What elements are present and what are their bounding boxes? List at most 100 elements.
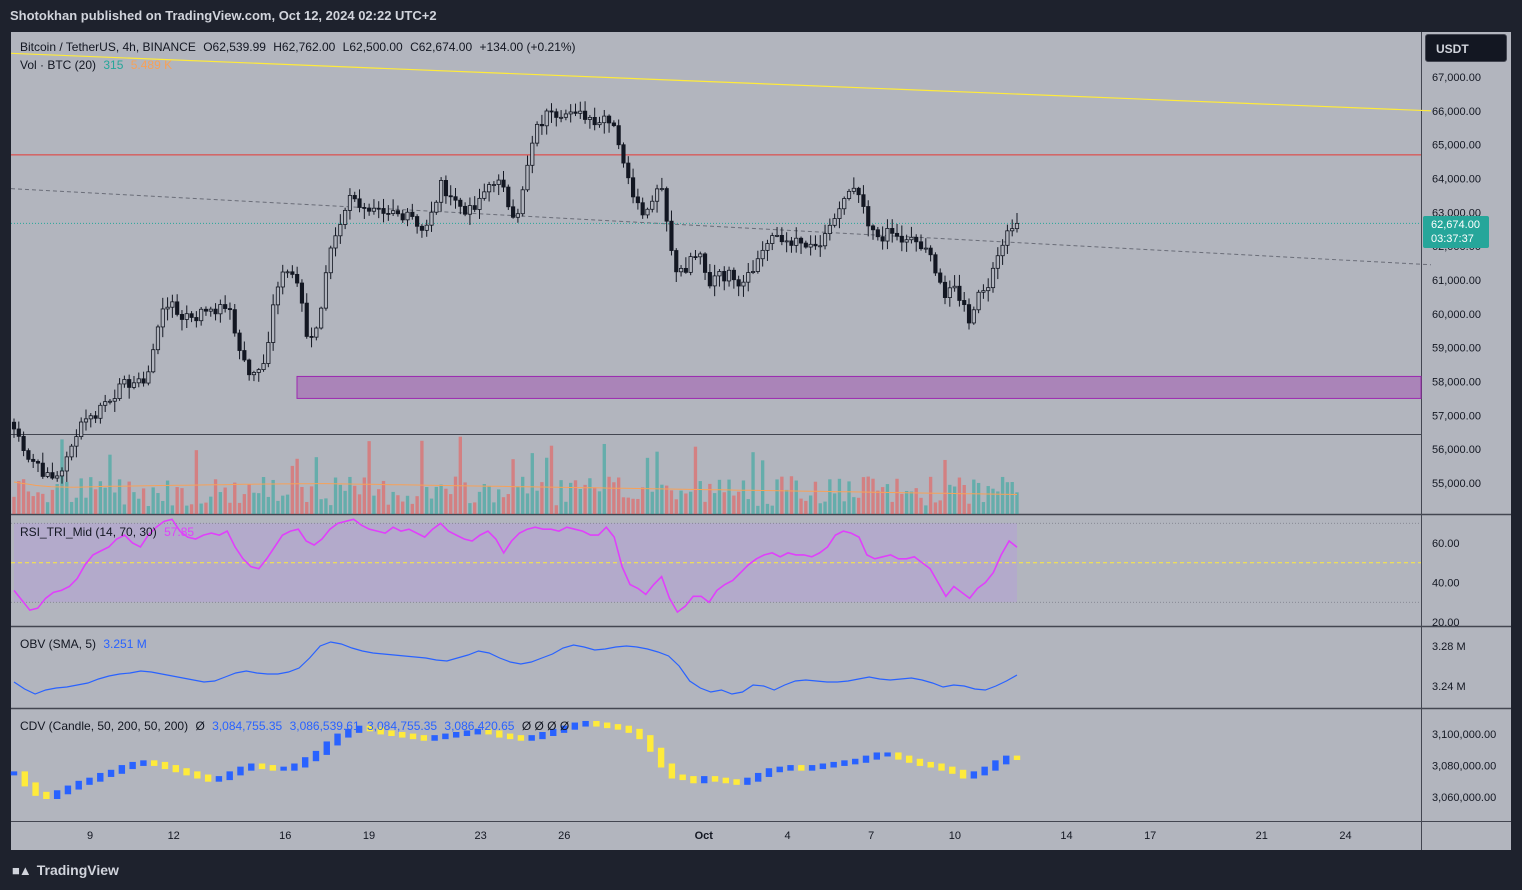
- candle-up: [107, 400, 113, 403]
- tradingview-logo[interactable]: ■▲ TradingView: [12, 862, 119, 878]
- candle-down: [40, 462, 45, 477]
- volume-bar: [425, 487, 429, 514]
- candle-up: [650, 200, 655, 210]
- candle-up: [851, 187, 856, 192]
- volume-bar: [281, 495, 285, 514]
- candle-down: [607, 115, 612, 124]
- last-price: 62,674.00: [1431, 219, 1480, 231]
- candle-up: [165, 306, 170, 310]
- cdv-up-bar: [830, 761, 837, 768]
- cdv-up-bar: [787, 765, 794, 771]
- candle-down: [918, 241, 924, 250]
- cdv-up-bar: [571, 722, 579, 730]
- candle-up: [822, 233, 828, 247]
- volume-bar: [573, 480, 578, 514]
- volume-bar: [516, 486, 520, 514]
- candle-down: [674, 250, 679, 273]
- candle-down: [237, 332, 242, 351]
- candle-up: [136, 378, 141, 384]
- legend-obv-value: 3.251 M: [103, 637, 147, 651]
- legend-main[interactable]: Bitcoin / TetherUS, 4h, BINANCE O62,539.…: [20, 40, 580, 54]
- volume-bar: [789, 476, 794, 514]
- legend-obv[interactable]: OBV (SMA, 5) 3.251 M: [20, 637, 151, 651]
- candle-up: [741, 281, 746, 287]
- cdv-up-bar: [301, 757, 309, 768]
- volume-bar: [161, 500, 165, 514]
- volume-bar: [12, 496, 16, 514]
- time-axis-bg: [11, 822, 1511, 850]
- candle-up: [904, 239, 909, 243]
- currency-button[interactable]: USDT: [1425, 34, 1507, 62]
- candle-up: [971, 309, 976, 324]
- candle-up: [746, 272, 751, 283]
- volume-bar: [353, 485, 357, 514]
- cdv-down-bar: [399, 732, 406, 738]
- cdv-up-bar: [474, 728, 481, 735]
- candle-up: [909, 236, 914, 241]
- rsi-pane-bg: [11, 515, 1421, 626]
- price-tick-label: 61,000.00: [1432, 275, 1481, 287]
- candle-up: [568, 111, 573, 115]
- price-tick-label: 65,000.00: [1432, 140, 1481, 152]
- volume-bar: [180, 488, 184, 514]
- support-zone[interactable]: [296, 375, 1422, 399]
- candle-up: [602, 115, 607, 124]
- candle-up: [424, 224, 429, 231]
- cdv-down-bar: [161, 761, 169, 770]
- candle-up: [755, 258, 760, 272]
- volume-bar: [367, 441, 371, 514]
- cdv-up-bar: [463, 730, 471, 736]
- candle-down: [938, 272, 943, 283]
- legend-cdv[interactable]: CDV (Candle, 50, 200, 50, 200) Ø 3,084,7…: [20, 719, 573, 733]
- time-tick-label: 19: [363, 830, 375, 842]
- candle-down: [875, 229, 880, 238]
- candle-down: [626, 162, 631, 179]
- legend-open: O62,539.99: [203, 40, 266, 54]
- cdv-up-bar: [64, 785, 72, 795]
- volume-ma-path: [13, 481, 1018, 495]
- legend-rsi[interactable]: RSI_TRI_Mid (14, 70, 30) 57.85: [20, 525, 198, 539]
- candle-down: [798, 237, 804, 244]
- candle-down: [894, 232, 900, 237]
- volume-bar: [204, 502, 208, 514]
- candle-up: [64, 456, 69, 472]
- volume-bar: [333, 477, 338, 514]
- candle-down: [856, 187, 861, 196]
- candle-up: [199, 308, 204, 322]
- cdv-up-bar: [819, 763, 827, 770]
- candle-down: [16, 428, 21, 437]
- rsi-tick-label: 60.00: [1432, 538, 1460, 550]
- candle-down: [592, 116, 597, 126]
- volume-bar: [708, 483, 712, 514]
- cdv-up-bar: [852, 758, 859, 765]
- candle-down: [299, 282, 305, 304]
- candle-down: [707, 272, 712, 287]
- volume-bar: [823, 501, 827, 514]
- candle-up: [832, 218, 837, 226]
- volume-bar: [535, 490, 539, 514]
- candle-down: [957, 285, 962, 301]
- volume-bar: [295, 458, 299, 514]
- candle-down: [880, 236, 885, 242]
- candle-up: [986, 287, 991, 292]
- chart-canvas[interactable]: 67,000.0066,000.0065,000.0064,000.0063,0…: [0, 0, 1522, 852]
- price-tick-label: 56,000.00: [1432, 444, 1481, 456]
- volume-bar: [674, 499, 678, 514]
- candle-down: [640, 202, 645, 216]
- candle-down: [539, 123, 544, 127]
- cdv-up-bar: [129, 761, 136, 770]
- volume-bar: [228, 502, 232, 514]
- candle-down: [890, 228, 895, 234]
- drawn-levels[interactable]: [10, 52, 1432, 266]
- candle-up: [981, 290, 986, 293]
- volume-bar: [559, 480, 563, 514]
- volume-bar: [866, 476, 870, 514]
- candle-down: [11, 421, 17, 430]
- candle-up: [1000, 244, 1005, 257]
- volume-bar: [329, 505, 333, 514]
- cdv-down-bar: [204, 774, 212, 782]
- volume-bar: [156, 493, 160, 514]
- candle-up: [429, 211, 434, 226]
- time-axis[interactable]: 9 12 16 19 23 26 Oct 4 7 10 14 17 21 24: [87, 830, 1352, 842]
- legend-volume[interactable]: Vol · BTC (20) 315 5.489 K: [20, 58, 176, 72]
